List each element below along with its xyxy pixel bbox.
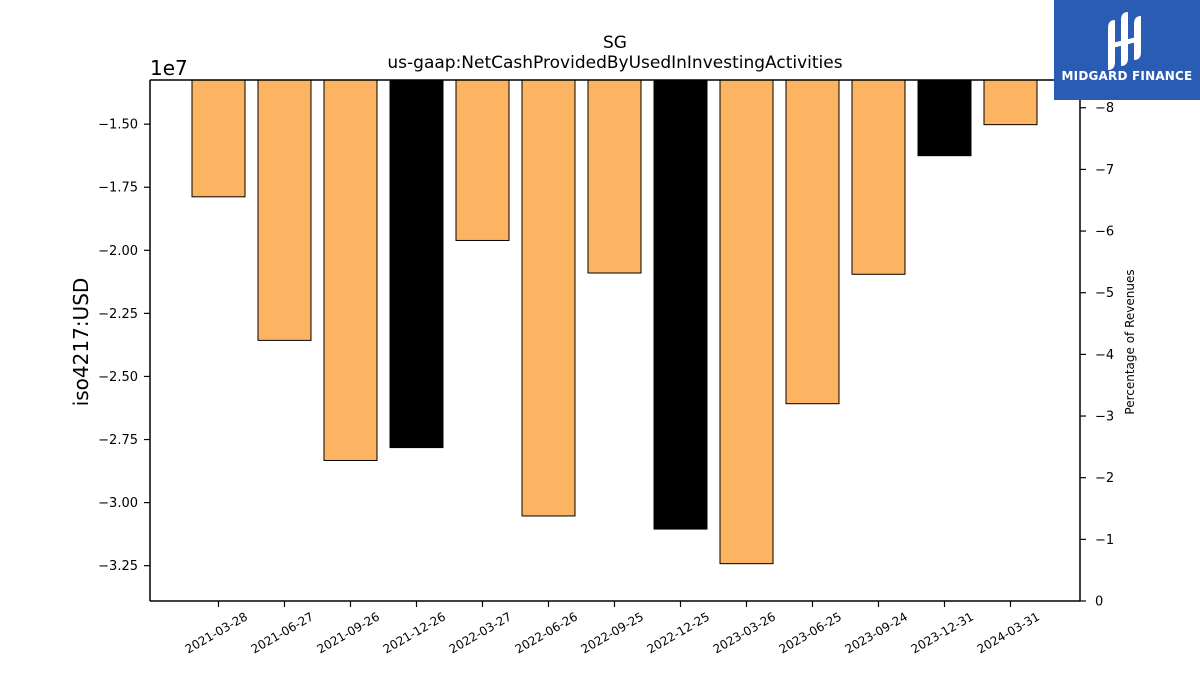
y-axis-ticks: −1.50 −1.75 −2.00 −2.25 −2.50 −2.75 −3.00 −3.25 <box>98 118 150 574</box>
x-tick-label: 2021-12-26 <box>381 609 448 656</box>
logo-mark-icon <box>1108 12 1141 70</box>
y-axis-offset-label: 1e7 <box>150 56 188 80</box>
chart-title: SG <box>603 33 627 53</box>
secondary-y-axis-ticks: 0 −1 −2 −3 −4 −5 −6 −7 −8 <box>1080 101 1114 610</box>
y2-tick-label: −8 <box>1095 101 1114 116</box>
bar-2024-03-31 <box>983 79 1038 126</box>
bar-2022-12-25 <box>653 79 708 530</box>
y2-tick-label: 0 <box>1095 595 1103 610</box>
bar-2021-12-26 <box>389 79 444 449</box>
bar-2023-03-26 <box>719 79 774 565</box>
y-tick-label: −2.25 <box>98 307 138 322</box>
y-tick-label: −2.00 <box>98 244 138 259</box>
y-tick-label: −2.75 <box>98 433 138 448</box>
x-tick-label: 2021-06-27 <box>249 609 316 656</box>
x-tick-label: 2023-12-31 <box>909 609 976 656</box>
plot-frame <box>149 79 1081 602</box>
y2-tick-label: −4 <box>1095 348 1114 363</box>
bar-2023-06-25 <box>785 79 840 405</box>
x-tick-label: 2024-03-31 <box>975 609 1042 656</box>
y2-tick-label: −7 <box>1095 163 1114 178</box>
y-tick-label: −1.50 <box>98 118 138 133</box>
midgard-finance-logo: MIDGARD FINANCE <box>1054 0 1200 100</box>
y-tick-label: −3.25 <box>98 559 138 574</box>
y-tick-label: −3.00 <box>98 496 138 511</box>
x-tick-label: 2023-06-25 <box>777 609 844 656</box>
bar-2022-06-26 <box>521 79 576 517</box>
x-tick-label: 2023-09-24 <box>843 609 910 656</box>
x-tick-label: 2022-09-25 <box>579 609 646 656</box>
y2-tick-label: −1 <box>1095 533 1114 548</box>
y-tick-label: −1.75 <box>98 181 138 196</box>
y-tick-label: −2.50 <box>98 370 138 385</box>
logo-text: MIDGARD FINANCE <box>1061 69 1193 83</box>
x-tick-label: 2021-03-28 <box>183 609 250 656</box>
bar-2021-06-27 <box>257 79 312 341</box>
x-tick-label: 2023-03-26 <box>711 609 778 656</box>
bar-2023-12-31 <box>917 79 972 157</box>
bar-2023-09-24 <box>851 79 906 275</box>
bar-2022-03-27 <box>455 79 510 241</box>
y-axis-label: iso4217:USD <box>69 278 93 407</box>
x-tick-label: 2022-03-27 <box>447 609 514 656</box>
y2-tick-label: −2 <box>1095 471 1114 486</box>
x-tick-label: 2021-09-26 <box>315 609 382 656</box>
secondary-y-axis-label: Percentage of Revenues <box>1123 269 1137 414</box>
chart-subtitle: us-gaap:NetCashProvidedByUsedInInvesting… <box>387 53 842 73</box>
x-tick-label: 2022-12-25 <box>645 609 712 656</box>
y2-tick-label: −5 <box>1095 286 1114 301</box>
bar-2021-03-28 <box>191 79 246 198</box>
x-axis-ticks: 2021-03-282021-06-272021-09-262021-12-26… <box>183 601 1042 656</box>
bar-2022-09-25 <box>587 79 642 274</box>
y2-tick-label: −6 <box>1095 225 1114 240</box>
bar-2021-09-26 <box>323 79 378 461</box>
x-tick-label: 2022-06-26 <box>513 609 580 656</box>
y2-tick-label: −3 <box>1095 410 1114 425</box>
bars-group <box>191 79 1038 565</box>
